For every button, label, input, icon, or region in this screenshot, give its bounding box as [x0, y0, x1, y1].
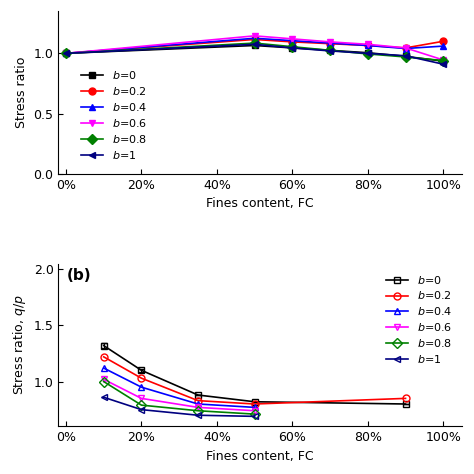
$b$=0.4 [327, 40, 333, 46]
$b$=0.8 [63, 51, 69, 56]
Line: $b$=0.6: $b$=0.6 [63, 32, 447, 64]
$b$=0.4 [290, 38, 295, 44]
$b$=1 [290, 45, 295, 51]
$b$=0.2 [290, 39, 295, 45]
Line: $b$=0.6: $b$=0.6 [100, 376, 258, 414]
$b$=0.8 [365, 51, 371, 57]
$b$=0.6 [440, 57, 446, 63]
$b$=0.8 [403, 54, 409, 60]
Line: $b$=0.4: $b$=0.4 [63, 35, 447, 57]
$b$=0.6 [63, 51, 69, 56]
Line: $b$=0.8: $b$=0.8 [100, 378, 258, 418]
$b$=1 [252, 413, 257, 419]
Y-axis label: Stress ratio: Stress ratio [15, 57, 28, 128]
Legend: $b$=0, $b$=0.2, $b$=0.4, $b$=0.6, $b$=0.8, $b$=1: $b$=0, $b$=0.2, $b$=0.4, $b$=0.6, $b$=0.… [76, 65, 152, 165]
$b$=1 [403, 53, 409, 59]
$b$=1 [63, 51, 69, 56]
$b$=0.6 [327, 39, 333, 45]
$b$=0.2 [327, 41, 333, 46]
Text: (b): (b) [66, 268, 91, 283]
$b$=0.2 [440, 38, 446, 44]
$b$=0.8 [195, 408, 201, 414]
$b$=0.2 [138, 375, 144, 381]
$b$=0 [138, 367, 144, 373]
$b$=0.2 [403, 45, 409, 51]
$b$=0 [252, 399, 257, 405]
$b$=0.4 [365, 43, 371, 48]
X-axis label: Fines content, FC: Fines content, FC [207, 450, 314, 463]
Line: $b$=0.4: $b$=0.4 [100, 365, 258, 411]
Line: $b$=0.8: $b$=0.8 [63, 40, 447, 64]
$b$=0.6 [403, 45, 409, 51]
$b$=0.4 [252, 404, 257, 410]
$b$=1 [101, 394, 107, 400]
$b$=0.6 [195, 404, 201, 410]
$b$=0.8 [101, 379, 107, 384]
$b$=0.8 [252, 40, 257, 46]
$b$=1 [440, 61, 446, 67]
$b$=0.4 [63, 51, 69, 56]
$b$=0.8 [138, 402, 144, 408]
$b$=0.8 [440, 58, 446, 64]
$b$=0.6 [252, 33, 257, 39]
$b$=0.2 [252, 36, 257, 42]
$b$=0 [290, 45, 295, 51]
$b$=0.4 [101, 365, 107, 371]
Line: $b$=0.2: $b$=0.2 [100, 353, 409, 408]
$b$=0.6 [101, 376, 107, 382]
$b$=0.4 [440, 43, 446, 49]
X-axis label: Fines content, FC: Fines content, FC [207, 197, 314, 210]
$b$=0.6 [252, 408, 257, 414]
$b$=0 [327, 47, 333, 53]
$b$=0.4 [403, 46, 409, 51]
$b$=0.4 [252, 36, 257, 41]
$b$=0.2 [63, 51, 69, 56]
$b$=0.4 [195, 401, 201, 407]
Line: $b$=0.2: $b$=0.2 [63, 36, 447, 57]
$b$=0 [101, 343, 107, 348]
Line: $b$=1: $b$=1 [100, 394, 258, 420]
$b$=0.8 [252, 411, 257, 417]
$b$=0 [403, 54, 409, 59]
$b$=0 [63, 51, 69, 56]
Line: $b$=0: $b$=0 [100, 342, 409, 408]
$b$=0.4 [138, 384, 144, 390]
Legend: $b$=0, $b$=0.2, $b$=0.4, $b$=0.6, $b$=0.8, $b$=1: $b$=0, $b$=0.2, $b$=0.4, $b$=0.6, $b$=0.… [381, 269, 456, 369]
$b$=0 [195, 392, 201, 398]
Y-axis label: Stress ratio, $q/p$: Stress ratio, $q/p$ [11, 294, 28, 395]
Line: $b$=0: $b$=0 [63, 42, 447, 64]
$b$=1 [327, 48, 333, 54]
$b$=1 [195, 412, 201, 418]
$b$=0.2 [403, 395, 409, 401]
$b$=0 [252, 43, 257, 48]
$b$=0 [365, 50, 371, 55]
$b$=0.2 [195, 398, 201, 403]
$b$=0.2 [365, 43, 371, 48]
$b$=1 [365, 51, 371, 56]
$b$=0.2 [101, 354, 107, 360]
$b$=0.8 [327, 47, 333, 53]
$b$=0 [403, 401, 409, 407]
Line: $b$=1: $b$=1 [63, 41, 447, 68]
$b$=1 [138, 407, 144, 412]
$b$=0.2 [252, 401, 257, 407]
$b$=0.6 [365, 41, 371, 47]
$b$=0.6 [290, 36, 295, 42]
$b$=0.8 [290, 44, 295, 50]
$b$=1 [252, 41, 257, 47]
$b$=0 [440, 58, 446, 64]
$b$=0.6 [138, 395, 144, 401]
